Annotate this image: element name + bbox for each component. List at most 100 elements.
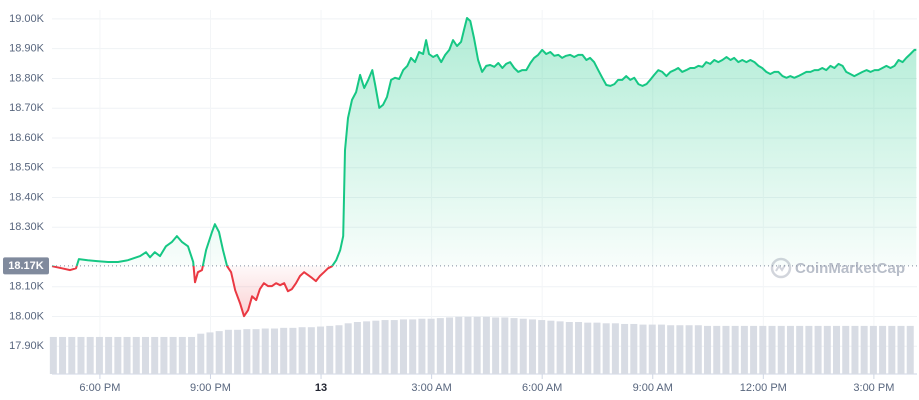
volume-bar bbox=[363, 321, 371, 374]
area-fill bbox=[52, 18, 917, 317]
volume-bar bbox=[289, 327, 297, 374]
volume-bar bbox=[151, 336, 159, 374]
volume-bar bbox=[492, 317, 500, 374]
volume-bar bbox=[132, 336, 140, 374]
volume-bar bbox=[77, 336, 85, 374]
volume-bar bbox=[676, 325, 684, 374]
volume-bar bbox=[482, 316, 490, 374]
volume-bar bbox=[464, 316, 472, 374]
y-tick-label: 18.60K bbox=[9, 132, 45, 144]
reference-label: 18.17K bbox=[8, 260, 44, 272]
volume-bar bbox=[243, 329, 251, 374]
volume-bar bbox=[390, 320, 398, 374]
volume-bar bbox=[657, 324, 665, 374]
volume-bar bbox=[49, 336, 57, 374]
y-tick-label: 18.80K bbox=[9, 72, 45, 84]
volume-bar bbox=[759, 325, 767, 374]
volume-bar bbox=[307, 327, 315, 374]
y-tick-label: 18.10K bbox=[9, 281, 45, 293]
volume-bar bbox=[639, 324, 647, 374]
volume-bar bbox=[141, 336, 149, 374]
volume-bar bbox=[630, 323, 638, 374]
x-tick-label: 12:00 PM bbox=[740, 382, 787, 394]
volume-bar bbox=[842, 325, 850, 374]
volume-bar bbox=[713, 325, 721, 374]
reference: 18.17K bbox=[3, 257, 917, 275]
volume-bar bbox=[667, 325, 675, 374]
volume-bar bbox=[169, 336, 177, 374]
volume-bar bbox=[252, 329, 260, 374]
volume-bar bbox=[381, 320, 389, 374]
volume-bar bbox=[510, 318, 518, 374]
volume-bar bbox=[593, 322, 601, 374]
volume-bar bbox=[648, 324, 656, 374]
x-tick-label: 3:00 PM bbox=[853, 382, 894, 394]
volume-bar bbox=[409, 319, 417, 374]
volume-bar bbox=[740, 325, 748, 374]
volume-bar bbox=[602, 323, 610, 374]
volume-bar bbox=[565, 322, 573, 374]
volume-bar bbox=[805, 325, 813, 374]
volume-bar bbox=[685, 325, 693, 374]
volume-bar bbox=[704, 325, 712, 374]
volume-bar bbox=[879, 325, 887, 374]
volume-bar bbox=[851, 325, 859, 374]
x-tick-label: 3:00 AM bbox=[411, 382, 451, 394]
volume-bar bbox=[575, 322, 583, 374]
volume-bar bbox=[547, 320, 555, 374]
volume-bar bbox=[731, 325, 739, 374]
volume-bar bbox=[261, 328, 269, 374]
x-tick-label: 6:00 PM bbox=[79, 382, 120, 394]
volume-bar bbox=[224, 329, 232, 374]
volume-bar bbox=[869, 325, 877, 374]
volume-bar bbox=[418, 318, 426, 374]
volume-bar bbox=[160, 336, 168, 374]
y-tick-label: 19.00K bbox=[9, 13, 45, 25]
y-tick-label: 18.30K bbox=[9, 221, 45, 233]
volume bbox=[49, 316, 914, 374]
volume-bar bbox=[556, 321, 564, 374]
volume-bar bbox=[446, 317, 454, 374]
volume-bar bbox=[906, 325, 914, 374]
volume-bar bbox=[777, 325, 785, 374]
volume-bar bbox=[298, 327, 306, 374]
volume-bar bbox=[270, 328, 278, 374]
volume-bar bbox=[473, 316, 481, 374]
volume-bar bbox=[584, 322, 592, 374]
volume-bar bbox=[796, 325, 804, 374]
y-tick-label: 17.90K bbox=[9, 340, 45, 352]
volume-bar bbox=[234, 329, 242, 374]
volume-bar bbox=[897, 325, 905, 374]
volume-bar bbox=[768, 325, 776, 374]
x-tick-label: 9:00 PM bbox=[190, 382, 231, 394]
watermark: CoinMarketCap bbox=[795, 260, 905, 277]
price-line bbox=[51, 17, 917, 318]
x-tick-label: 9:00 AM bbox=[633, 382, 673, 394]
volume-bar bbox=[326, 325, 334, 374]
x-tick-label: 6:00 AM bbox=[522, 382, 562, 394]
plot bbox=[51, 17, 917, 318]
volume-bar bbox=[528, 319, 536, 374]
volume-bar bbox=[68, 336, 76, 374]
volume-bar bbox=[833, 325, 841, 374]
volume-bar bbox=[888, 325, 896, 374]
volume-bar bbox=[59, 336, 67, 374]
volume-bar bbox=[860, 325, 868, 374]
volume-bar bbox=[188, 336, 196, 374]
volume-bar bbox=[823, 325, 831, 374]
volume-bar bbox=[436, 318, 444, 374]
volume-bar bbox=[372, 320, 380, 374]
volume-bar bbox=[353, 322, 361, 374]
volume-bar bbox=[105, 336, 113, 374]
volume-bar bbox=[215, 331, 223, 374]
volume-bar bbox=[317, 326, 325, 374]
volume-bar bbox=[86, 336, 94, 374]
y-tick-label: 18.00K bbox=[9, 310, 45, 322]
volume-bar bbox=[197, 333, 205, 374]
volume-bar bbox=[427, 318, 435, 374]
volume-bar bbox=[501, 317, 509, 374]
volume-bar bbox=[722, 325, 730, 374]
volume-bar bbox=[95, 336, 103, 374]
volume-bar bbox=[399, 319, 407, 374]
